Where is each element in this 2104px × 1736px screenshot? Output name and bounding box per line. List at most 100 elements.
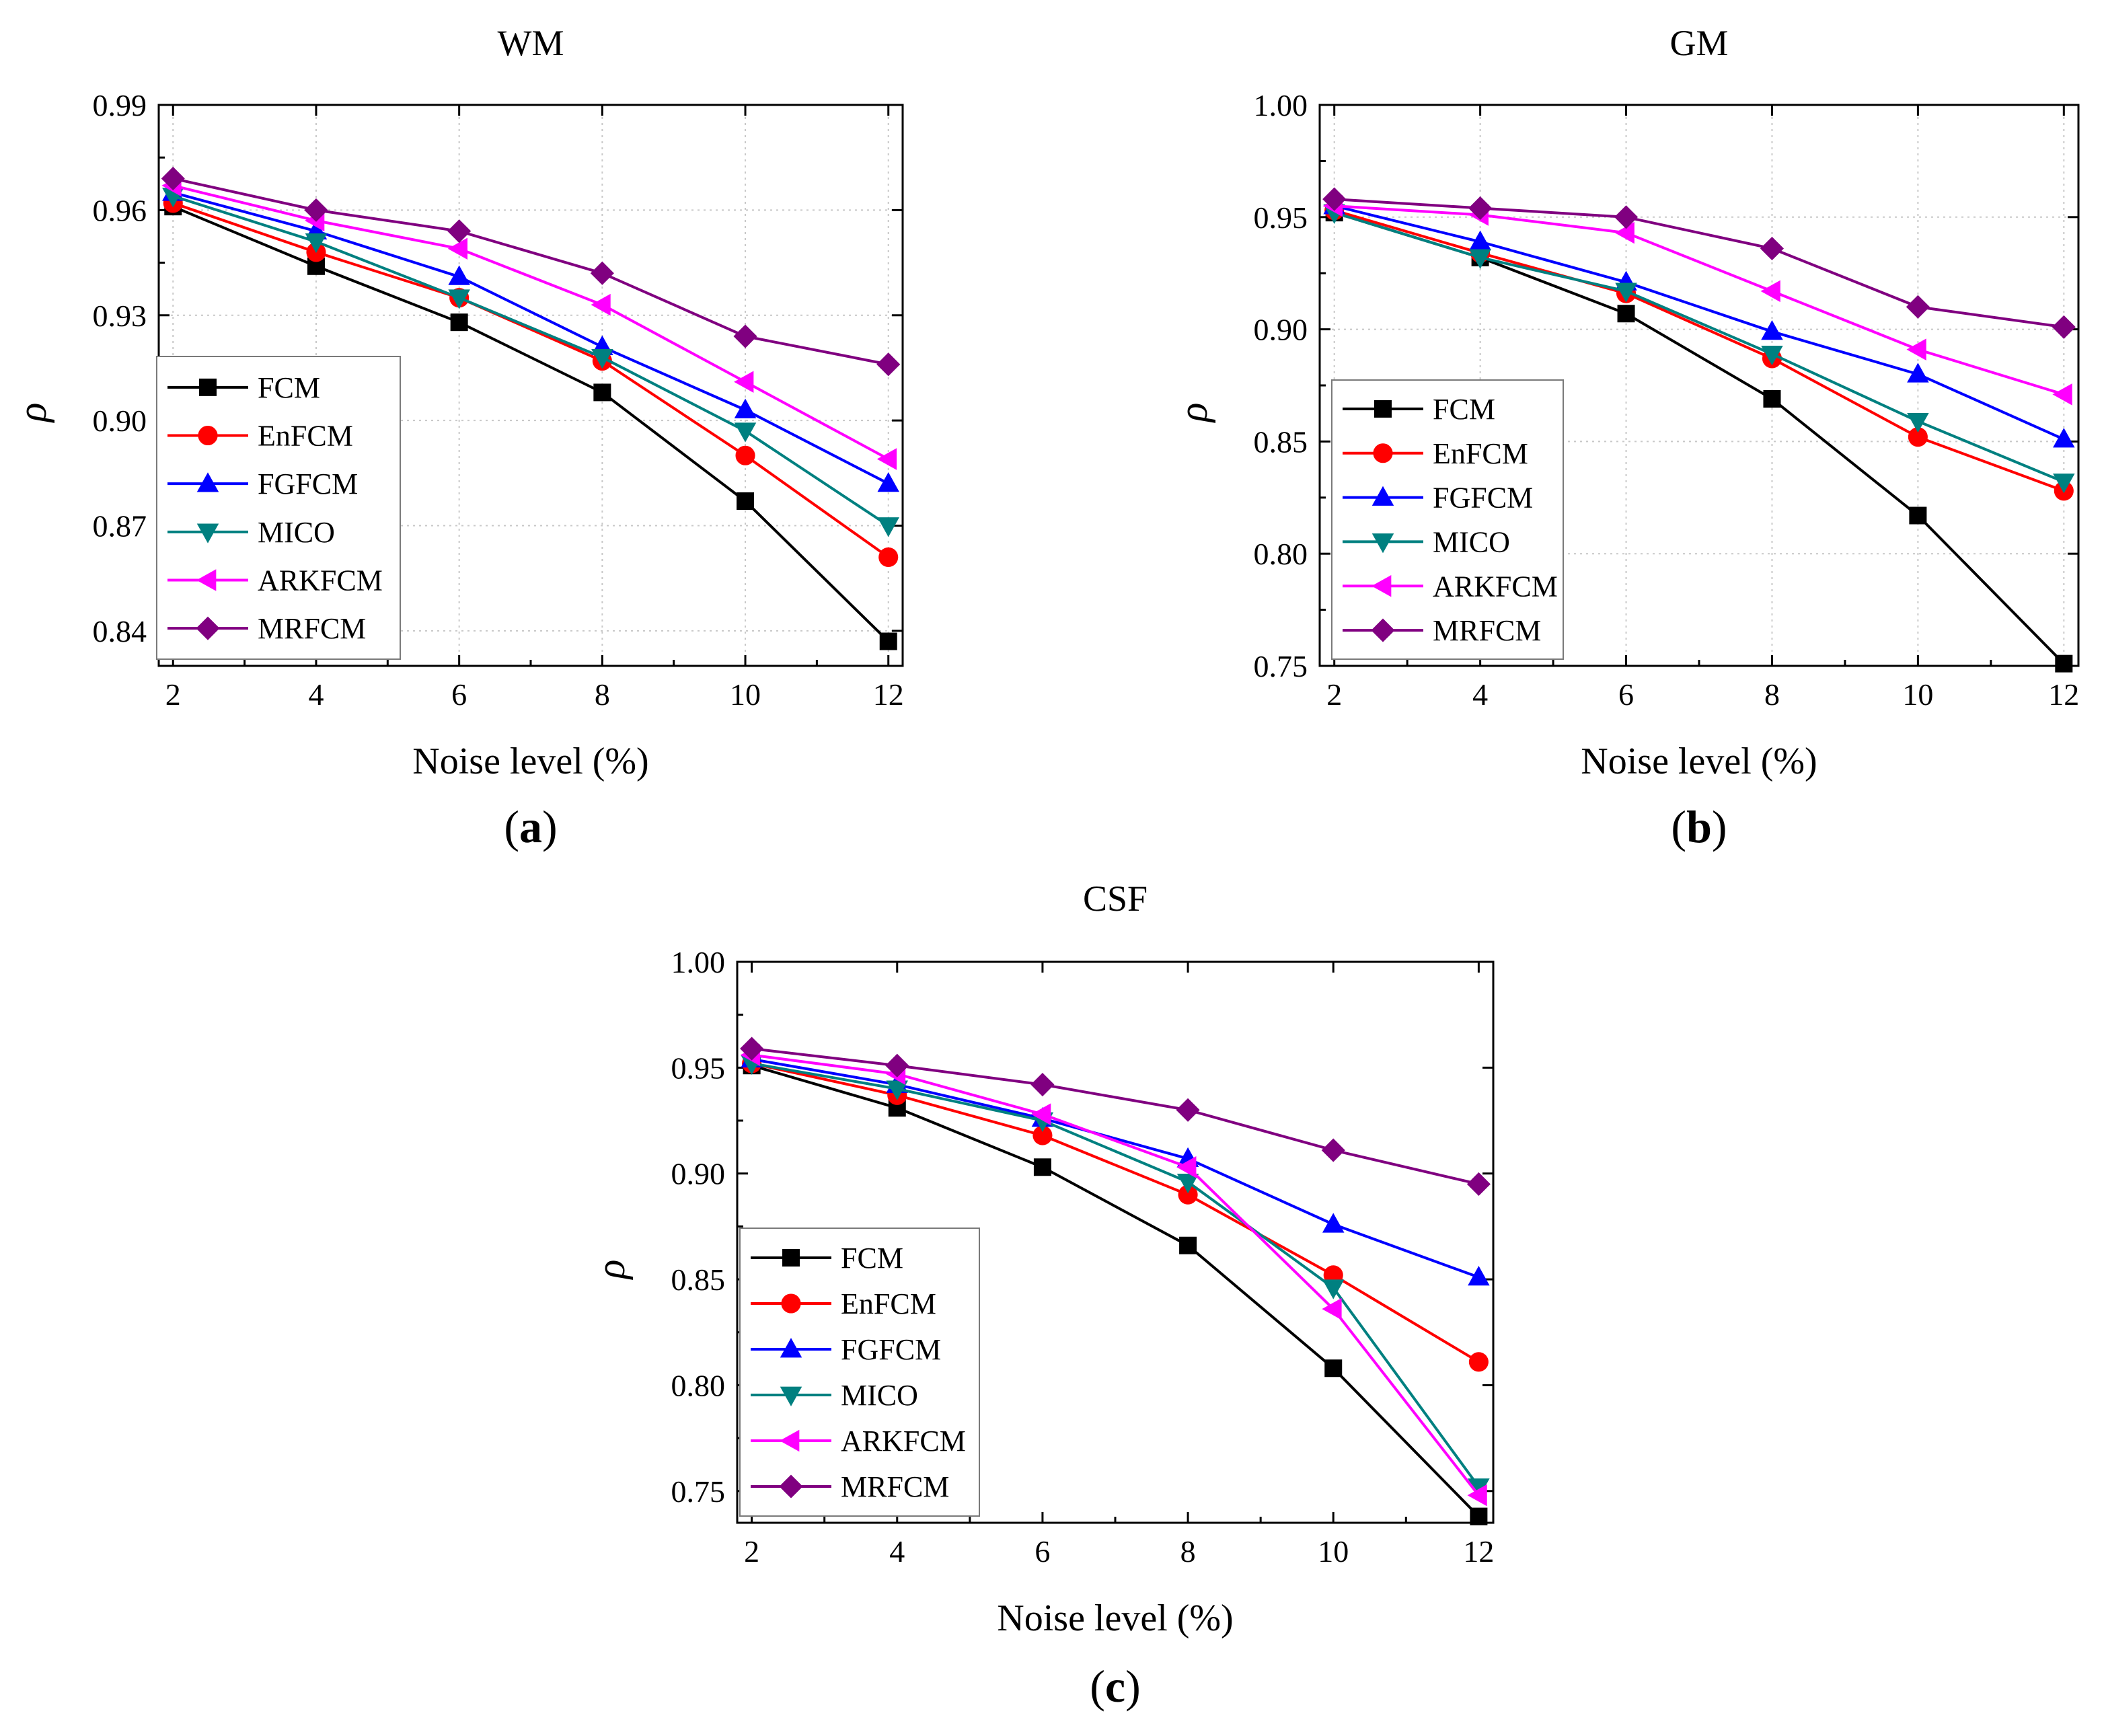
data-point-fcm (737, 492, 755, 511)
y-tick-label: 0.85 (1254, 424, 1308, 459)
data-point-mico (1907, 413, 1929, 433)
data-point-enfcm (1178, 1184, 1198, 1205)
x-tick-label: 6 (1035, 1534, 1050, 1569)
y-tick-label: 0.87 (93, 509, 147, 543)
data-point-fgfcm (734, 398, 757, 418)
legend: FCM EnFCM FGFCM MICO ARKFCM MRFCM (739, 1228, 980, 1517)
series-line-mrfcm (751, 1047, 1479, 1186)
x-tick-label: 2 (744, 1534, 759, 1569)
y-tick-label: 0.80 (1254, 537, 1308, 571)
data-point-mrfcm (1466, 1172, 1491, 1197)
data-point-mrfcm (590, 261, 614, 285)
y-axis-label: ρ (1171, 403, 1215, 424)
data-point-mrfcm (1468, 196, 1493, 221)
data-point-arkfcm (1322, 1297, 1342, 1320)
legend-label-fcm: FCM (258, 371, 320, 404)
data-point-fgfcm (877, 472, 899, 492)
data-point-enfcm (735, 445, 755, 465)
data-point-mico (886, 1080, 909, 1100)
legend-box (1331, 379, 1564, 660)
data-point-mico (1322, 1279, 1345, 1299)
legend: FCM EnFCM FGFCM MICO ARKFCM MRFCM (1331, 379, 1564, 660)
legend-label-mico: MICO (258, 516, 335, 549)
legend-label-enfcm: EnFCM (1433, 437, 1528, 470)
legend-marker-enfcm (198, 425, 218, 446)
data-point-mrfcm (1322, 187, 1347, 211)
chart-panel-a: 2 4 6 8 10 12 0.84 0.87 0.90 0.93 0.96 0.99 WM Noise … (10, 23, 904, 852)
data-point-arkfcm (1906, 338, 1926, 361)
data-point-arkfcm (734, 371, 754, 393)
y-tick-label: 0.80 (671, 1368, 726, 1402)
data-point-fcm (1033, 1158, 1051, 1176)
series-line-enfcm (1334, 209, 2065, 492)
series-line-arkfcm (172, 184, 889, 461)
data-point-arkfcm (1467, 1484, 1487, 1507)
data-point-fcm (1179, 1236, 1197, 1254)
data-point-fgfcm (1322, 1213, 1345, 1233)
y-tick-label: 0.95 (1254, 200, 1308, 235)
data-point-mico (1469, 249, 1491, 269)
legend-label-mico: MICO (1433, 525, 1510, 558)
x-axis-label: Noise level (%) (412, 741, 648, 782)
legend-label-mrfcm: MRFCM (258, 612, 366, 645)
data-point-enfcm (1468, 1352, 1489, 1372)
data-point-mico (734, 422, 757, 443)
series-arkfcm (161, 174, 897, 470)
y-tick-label: 0.93 (93, 299, 147, 333)
legend-label-fgfcm: FGFCM (841, 1333, 941, 1366)
data-point-fcm (1324, 1359, 1343, 1378)
series-line-enfcm (172, 202, 889, 559)
y-tick-label: 0.85 (671, 1262, 726, 1297)
legend-marker-fcm (199, 378, 217, 396)
series-mrfcm (161, 166, 901, 377)
legend-marker-mrfcm (779, 1474, 803, 1499)
series-line-fgfcm (751, 1057, 1480, 1279)
data-point-mrfcm (1030, 1072, 1055, 1097)
data-point-arkfcm (591, 293, 611, 316)
data-point-mrfcm (1176, 1098, 1200, 1122)
data-point-enfcm (1908, 427, 1928, 447)
legend-marker-fcm (782, 1249, 800, 1267)
legend-marker-mico (780, 1386, 802, 1406)
y-tick-label: 0.90 (1254, 313, 1308, 347)
y-axis-label: ρ (10, 403, 54, 424)
data-point-mrfcm (447, 219, 472, 243)
chart-title: WM (498, 23, 564, 63)
data-point-mico (877, 517, 899, 537)
x-tick-label: 12 (1463, 1534, 1494, 1569)
x-tick-label: 10 (1902, 677, 1933, 712)
series-line-fgfcm (172, 191, 889, 485)
chart-title: GM (1669, 23, 1728, 63)
data-point-arkfcm (1760, 280, 1780, 303)
legend-label-arkfcm: ARKFCM (258, 564, 383, 597)
x-tick-label: 8 (1180, 1534, 1196, 1569)
legend-marker-fgfcm (1372, 486, 1394, 506)
panel-label: (c) (1090, 1661, 1141, 1712)
series-line-arkfcm (1334, 204, 2064, 396)
x-tick-label: 4 (1472, 677, 1488, 712)
x-axis-label: Noise level (%) (997, 1597, 1233, 1639)
legend-marker-mrfcm (1371, 618, 1395, 642)
data-point-mico (305, 233, 328, 254)
series-line-mico (172, 194, 889, 527)
series-line-mico (751, 1062, 1480, 1488)
data-point-fcm (1617, 305, 1635, 323)
x-tick-label: 10 (1318, 1534, 1349, 1569)
x-tick-label: 2 (1326, 677, 1342, 712)
y-axis-label: ρ (589, 1260, 633, 1281)
x-axis-label: Noise level (%) (1581, 741, 1817, 782)
legend-label-enfcm: EnFCM (258, 420, 353, 453)
series-mrfcm (1322, 187, 2076, 339)
series-line-enfcm (751, 1062, 1480, 1363)
data-point-fcm (593, 383, 611, 402)
x-tick-label: 4 (889, 1534, 905, 1569)
data-point-mico (2053, 474, 2075, 494)
series-line-fcm (172, 205, 890, 642)
data-point-mico (591, 348, 613, 369)
y-tick-label: 0.75 (1254, 649, 1308, 683)
data-point-arkfcm (876, 448, 897, 470)
chart-title: CSF (1083, 878, 1148, 919)
data-point-mrfcm (885, 1053, 909, 1078)
x-tick-label: 10 (730, 677, 761, 712)
